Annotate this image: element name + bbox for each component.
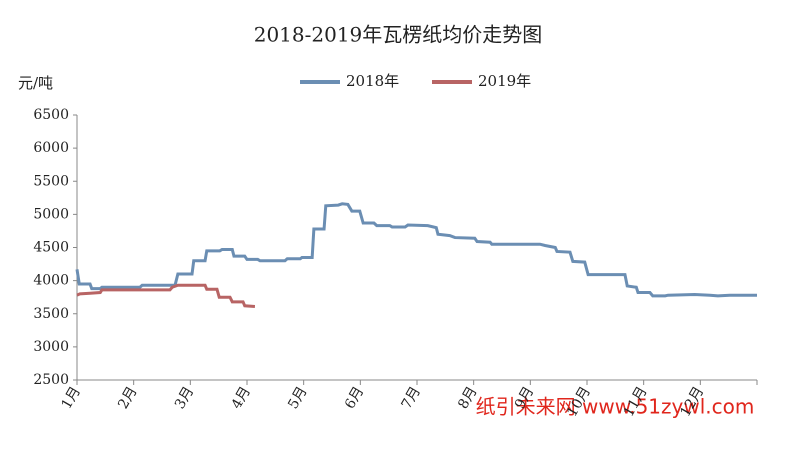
chart-title: 2018-2019年瓦楞纸均价走势图 [254, 23, 543, 47]
y-tick-label: 6500 [33, 107, 69, 123]
line-series [76, 283, 256, 308]
watermark: 纸引未来网 www.51zywl.com [476, 395, 755, 419]
y-tick-label: 5000 [33, 206, 69, 222]
x-tick-label: 2月 [115, 384, 140, 412]
y-tick-label: 5500 [33, 173, 69, 189]
y-tick-label: 3000 [33, 339, 69, 355]
x-tick-label: 5月 [285, 384, 310, 412]
x-tick-label: 1月 [59, 384, 84, 412]
x-tick-label: 6月 [342, 384, 367, 412]
x-tick-label: 4月 [229, 384, 254, 412]
line-series [75, 202, 757, 298]
y-tick-label: 3500 [33, 306, 69, 322]
y-tick-label: 6000 [33, 140, 69, 156]
y-axis-label: 元/吨 [18, 74, 53, 92]
x-tick-label: 7月 [399, 384, 424, 412]
legend-label: 2019年 [478, 72, 531, 90]
legend-label: 2018年 [346, 72, 399, 90]
x-tick-label: 3月 [172, 384, 197, 412]
y-tick-label: 4500 [33, 240, 69, 256]
y-tick-label: 2500 [33, 372, 69, 388]
y-tick-label: 4000 [33, 273, 69, 289]
